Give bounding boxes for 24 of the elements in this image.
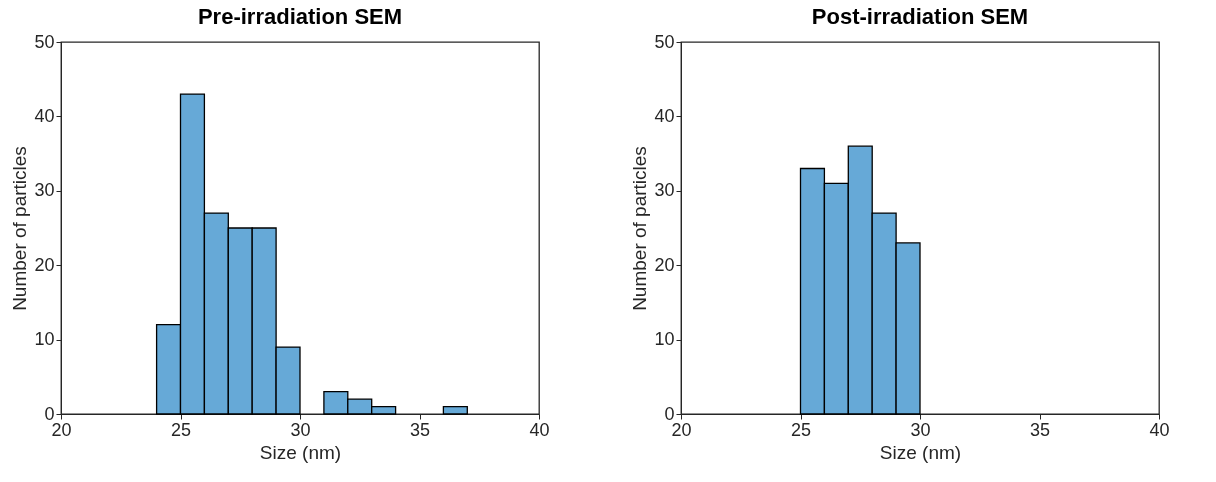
- y-tick-label: 20: [654, 254, 675, 275]
- chart-title: Post-irradiation SEM: [811, 4, 1029, 29]
- y-tick-label: 50: [654, 31, 675, 52]
- x-tick-label: 25: [170, 419, 192, 440]
- chart-title: Pre-irradiation SEM: [197, 4, 403, 29]
- x-tick-label: 30: [910, 419, 931, 440]
- x-tick-label: 40: [1149, 419, 1170, 440]
- y-tick-label: 30: [654, 180, 675, 201]
- x-tick-label: 40: [529, 419, 550, 440]
- x-tick-label: 25: [790, 419, 812, 440]
- y-tick-label: 10: [34, 329, 55, 350]
- x-tick-label: 35: [1029, 419, 1051, 440]
- y-tick-label: 20: [34, 254, 55, 275]
- y-tick-label: 50: [34, 31, 55, 52]
- y-tick-label: 30: [34, 180, 55, 201]
- x-axis-title: Size (nm): [879, 441, 962, 463]
- y-tick-label: 40: [34, 105, 55, 126]
- x-axis-title: Size (nm): [259, 441, 342, 463]
- y-tick-label: 10: [654, 329, 675, 350]
- y-tick-label: 40: [654, 105, 675, 126]
- x-tick-label: 30: [290, 419, 311, 440]
- x-tick-label: 35: [409, 419, 431, 440]
- y-axis-title: Number of particles: [9, 146, 31, 311]
- y-axis-title: Number of particles: [629, 146, 651, 311]
